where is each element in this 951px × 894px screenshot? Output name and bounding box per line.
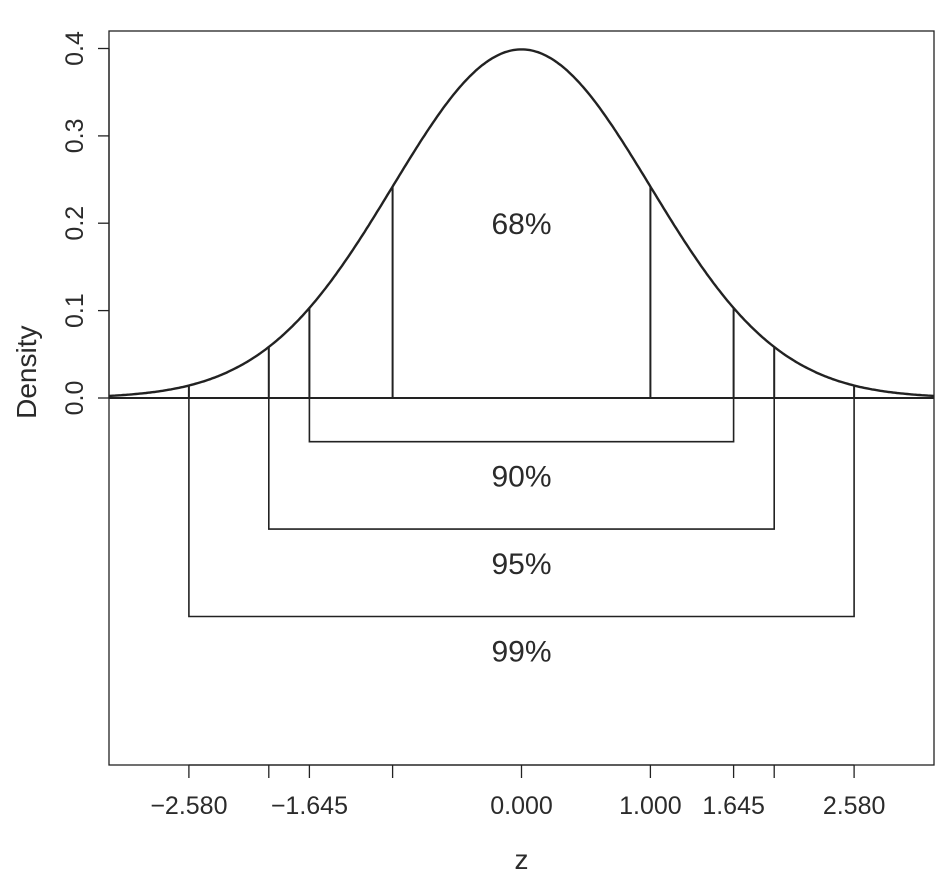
density-verticals	[187, 186, 856, 398]
interval-percent-label: 90%	[491, 461, 551, 494]
x-tick-label: 2.580	[823, 792, 886, 820]
x-tick-label: −1.645	[271, 792, 348, 820]
x-tick-label: 1.000	[619, 792, 682, 820]
y-tick-label: 0.0	[61, 381, 89, 416]
y-axis-label: Density	[11, 326, 42, 419]
x-tick-label: −2.580	[150, 792, 227, 820]
interval-bracket: 99%	[188, 398, 855, 669]
y-tick-label: 0.1	[61, 293, 89, 328]
y-axis: 0.0 0.1 0.2 0.3 0.4	[61, 31, 110, 416]
y-tick-label: 0.3	[61, 119, 89, 154]
y-tick-label: 0.2	[61, 206, 89, 241]
interval-bracket-line	[188, 398, 855, 618]
x-axis: −2.580 −1.645 0.000 1.000 1.645 2.580	[150, 764, 886, 820]
interval-bracket: 95%	[268, 398, 775, 581]
interval-bracket-line	[268, 398, 775, 530]
x-tick-label: 1.645	[702, 792, 765, 820]
y-tick-label: 0.4	[61, 31, 89, 66]
interval-percent-label: 99%	[491, 636, 551, 669]
x-axis-label: z	[515, 844, 529, 875]
interval-bracket-line	[308, 398, 735, 443]
center-percent-label: 68%	[491, 208, 551, 241]
interval-bracket: 90%	[308, 398, 735, 494]
interval-brackets: 90% 95% 99%	[188, 398, 855, 669]
x-tick-label: 0.000	[490, 792, 553, 820]
density-curve	[108, 48, 935, 398]
interval-percent-label: 95%	[491, 548, 551, 581]
